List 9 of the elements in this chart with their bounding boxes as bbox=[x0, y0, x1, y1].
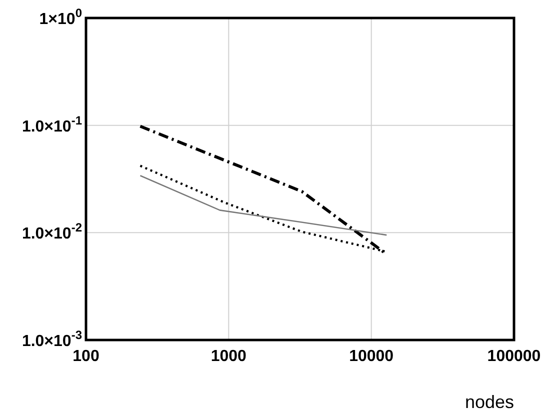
x-axis-title: nodes bbox=[464, 392, 514, 412]
x-tick-label: 1000 bbox=[210, 348, 247, 365]
y-tick-label: 1.0×10$^{-2}$ bbox=[22, 220, 82, 243]
x-tick-label: 100 bbox=[72, 348, 100, 365]
y-tick-label: 1.0×10$^{-1}$ bbox=[22, 113, 82, 136]
x-tick-label: 10000 bbox=[349, 348, 394, 365]
y-tick-label: 1.0×10$^{-3}$ bbox=[22, 328, 82, 350]
y-tick-label: 1×10$^{0}$ bbox=[39, 6, 82, 28]
x-tick-label: 100000 bbox=[487, 348, 541, 365]
